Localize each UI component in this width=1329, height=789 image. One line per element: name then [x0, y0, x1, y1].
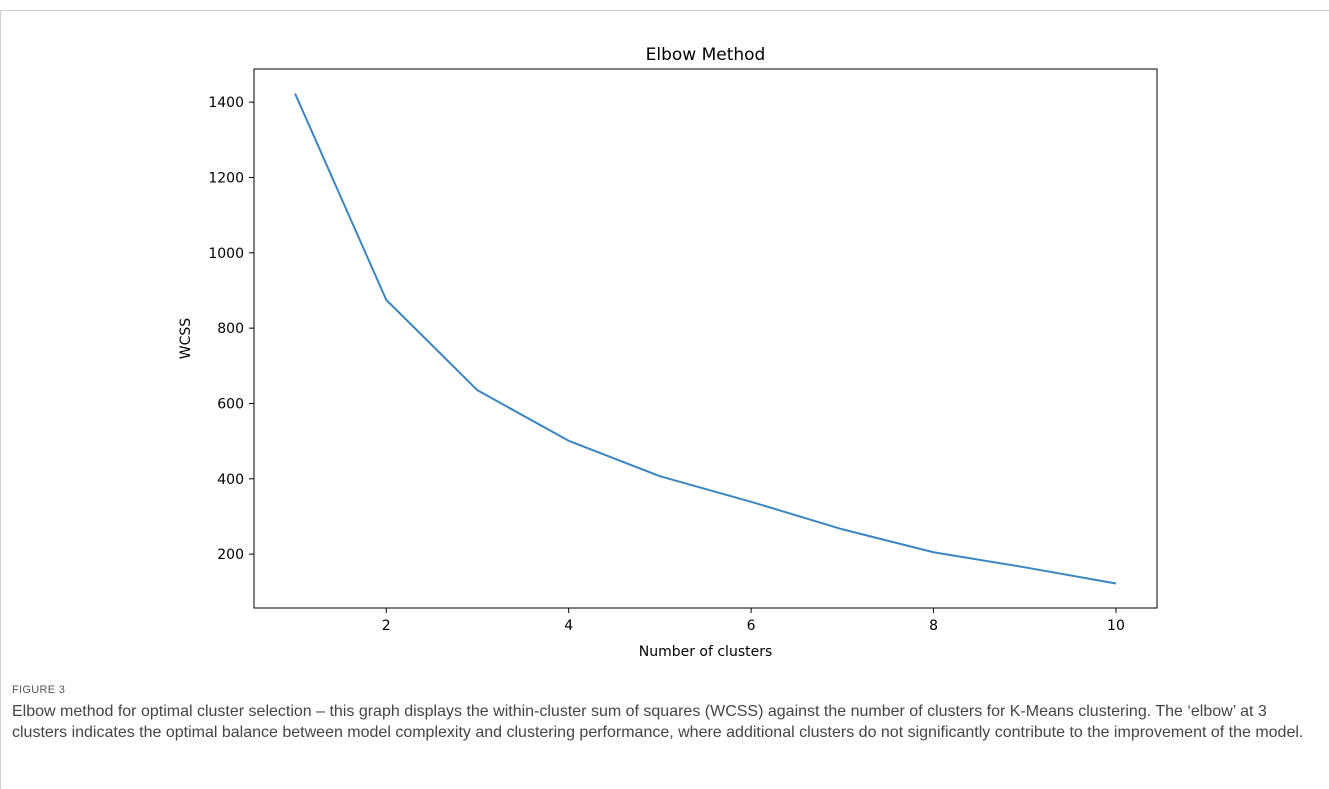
x-tick-label: 4: [564, 618, 573, 634]
y-ticks: 200 400 600 800 1000 1200 1400: [208, 95, 254, 563]
y-tick-label: 400: [217, 472, 244, 488]
figure-caption: Elbow method for optimal cluster selecti…: [12, 703, 1304, 741]
x-ticks: 2 4 6 8 10: [382, 608, 1125, 634]
series-line-0: [294, 93, 1117, 585]
y-tick-label: 1000: [208, 246, 244, 262]
elbow-chart: Elbow Method Number of clusters WCSS 2 4 6…: [178, 45, 1158, 660]
y-tick-label: 1200: [208, 170, 244, 186]
plot-area: [253, 68, 1158, 609]
x-tick-label: 2: [382, 618, 391, 634]
y-tick-label: 200: [217, 547, 244, 563]
figure-label: FIGURE 3: [12, 684, 66, 696]
y-tick-label: 800: [217, 321, 244, 337]
x-tick-label: 6: [747, 618, 756, 634]
chart-title: Elbow Method: [646, 45, 766, 65]
y-axis-label: WCSS: [178, 318, 194, 360]
x-tick-label: 8: [929, 618, 938, 634]
figure-frame: [0, 10, 1329, 789]
x-axis-label: Number of clusters: [639, 644, 773, 660]
y-tick-label: 600: [217, 396, 244, 412]
series-layer: [294, 93, 1117, 585]
x-tick-label: 10: [1107, 618, 1125, 634]
y-tick-label: 1400: [208, 95, 244, 111]
